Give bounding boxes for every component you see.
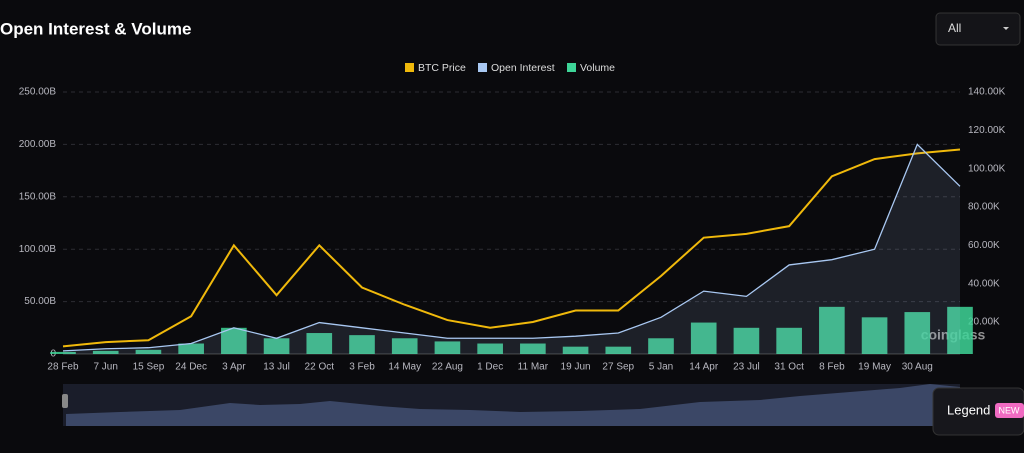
x-tick-label: 7 Jun [93,362,117,373]
new-badge [995,403,1024,418]
chart-title: Open Interest & Volume [0,19,191,38]
series-line [62,143,961,352]
volume-bar [50,351,76,354]
y2-tick-label: 120.00K [968,125,1006,136]
volume-bar [861,317,888,354]
volume-bar [690,322,717,354]
x-tick-label: 3 Apr [222,362,246,373]
x-tick-label: 11 Mar [518,362,549,373]
volume-bar [776,327,802,354]
x-tick-label: 1 Dec [477,362,503,373]
navigator-area [66,384,960,426]
legend-label[interactable]: BTC Price [418,62,466,74]
x-tick-label: 24 Dec [175,362,207,373]
volume-bar [92,350,119,354]
volume-bar [819,306,845,354]
y-tick-label: 50.00B [24,296,56,307]
legend-button-label[interactable]: Legend [947,402,990,417]
x-tick-label: 31 Oct [774,362,804,373]
x-tick-label: 19 Jun [561,362,591,373]
legend-button[interactable] [932,387,1024,436]
volume-bar [605,346,632,354]
x-tick-label: 22 Aug [432,362,463,373]
volume-bar [947,306,973,354]
range-dropdown-label[interactable]: All [948,21,961,35]
x-tick-label: 8 Feb [819,362,845,373]
y2-tick-label: 80.00K [968,202,1000,213]
x-tick-label: 22 Oct [305,362,335,373]
x-tick-label: 28 Feb [47,362,79,373]
x-tick-label: 14 May [388,362,421,373]
volume-bar [349,335,375,354]
volume-bar [733,327,760,354]
series-line [62,148,961,348]
y-tick-label: 0 [50,349,56,360]
x-tick-label: 30 Aug [902,362,933,373]
x-tick-label: 14 Apr [689,362,719,373]
y2-tick-label: 60.00K [968,240,1000,251]
x-tick-label: 23 Jul [733,362,760,373]
volume-bar [306,333,333,354]
volume-bar [434,341,461,354]
x-tick-label: 13 Jul [263,362,290,373]
x-tick-label: 5 Jan [649,362,673,373]
y-tick-label: 150.00B [19,191,57,202]
x-tick-label: 15 Sep [133,362,165,373]
volume-bar [477,343,503,354]
legend-label[interactable]: Open Interest [491,62,555,74]
x-tick-label: 27 Sep [602,362,634,373]
dropdown-arrow [1003,27,1009,30]
volume-bar [904,312,931,354]
y2-tick-label: 20.00K [968,317,1000,328]
legend-swatch[interactable] [567,63,576,72]
legend-swatch[interactable] [478,63,487,72]
x-tick-label: 3 Feb [349,362,375,373]
y2-tick-label: 40.00K [968,278,1000,289]
volume-bar [520,343,546,354]
volume-bar [178,343,204,354]
y2-tick-label: 100.00K [968,163,1006,174]
y-tick-label: 100.00B [19,244,57,255]
volume-bar [391,338,418,354]
range-dropdown[interactable] [935,12,1021,46]
navigator-handle[interactable] [62,394,68,408]
volume-bar [135,349,162,354]
open-interest-area [63,144,960,354]
new-badge-label: NEW [999,405,1021,415]
legend-swatch[interactable] [405,63,414,72]
volume-bar [263,338,290,354]
volume-bar [221,327,247,354]
volume-bar [648,338,674,354]
legend-label[interactable]: Volume [580,62,615,74]
y2-tick-label: 140.00K [968,87,1006,98]
volume-bar [562,346,589,354]
y-tick-label: 200.00B [19,139,57,150]
x-tick-label: 19 May [858,362,891,373]
y-tick-label: 250.00B [19,87,57,98]
